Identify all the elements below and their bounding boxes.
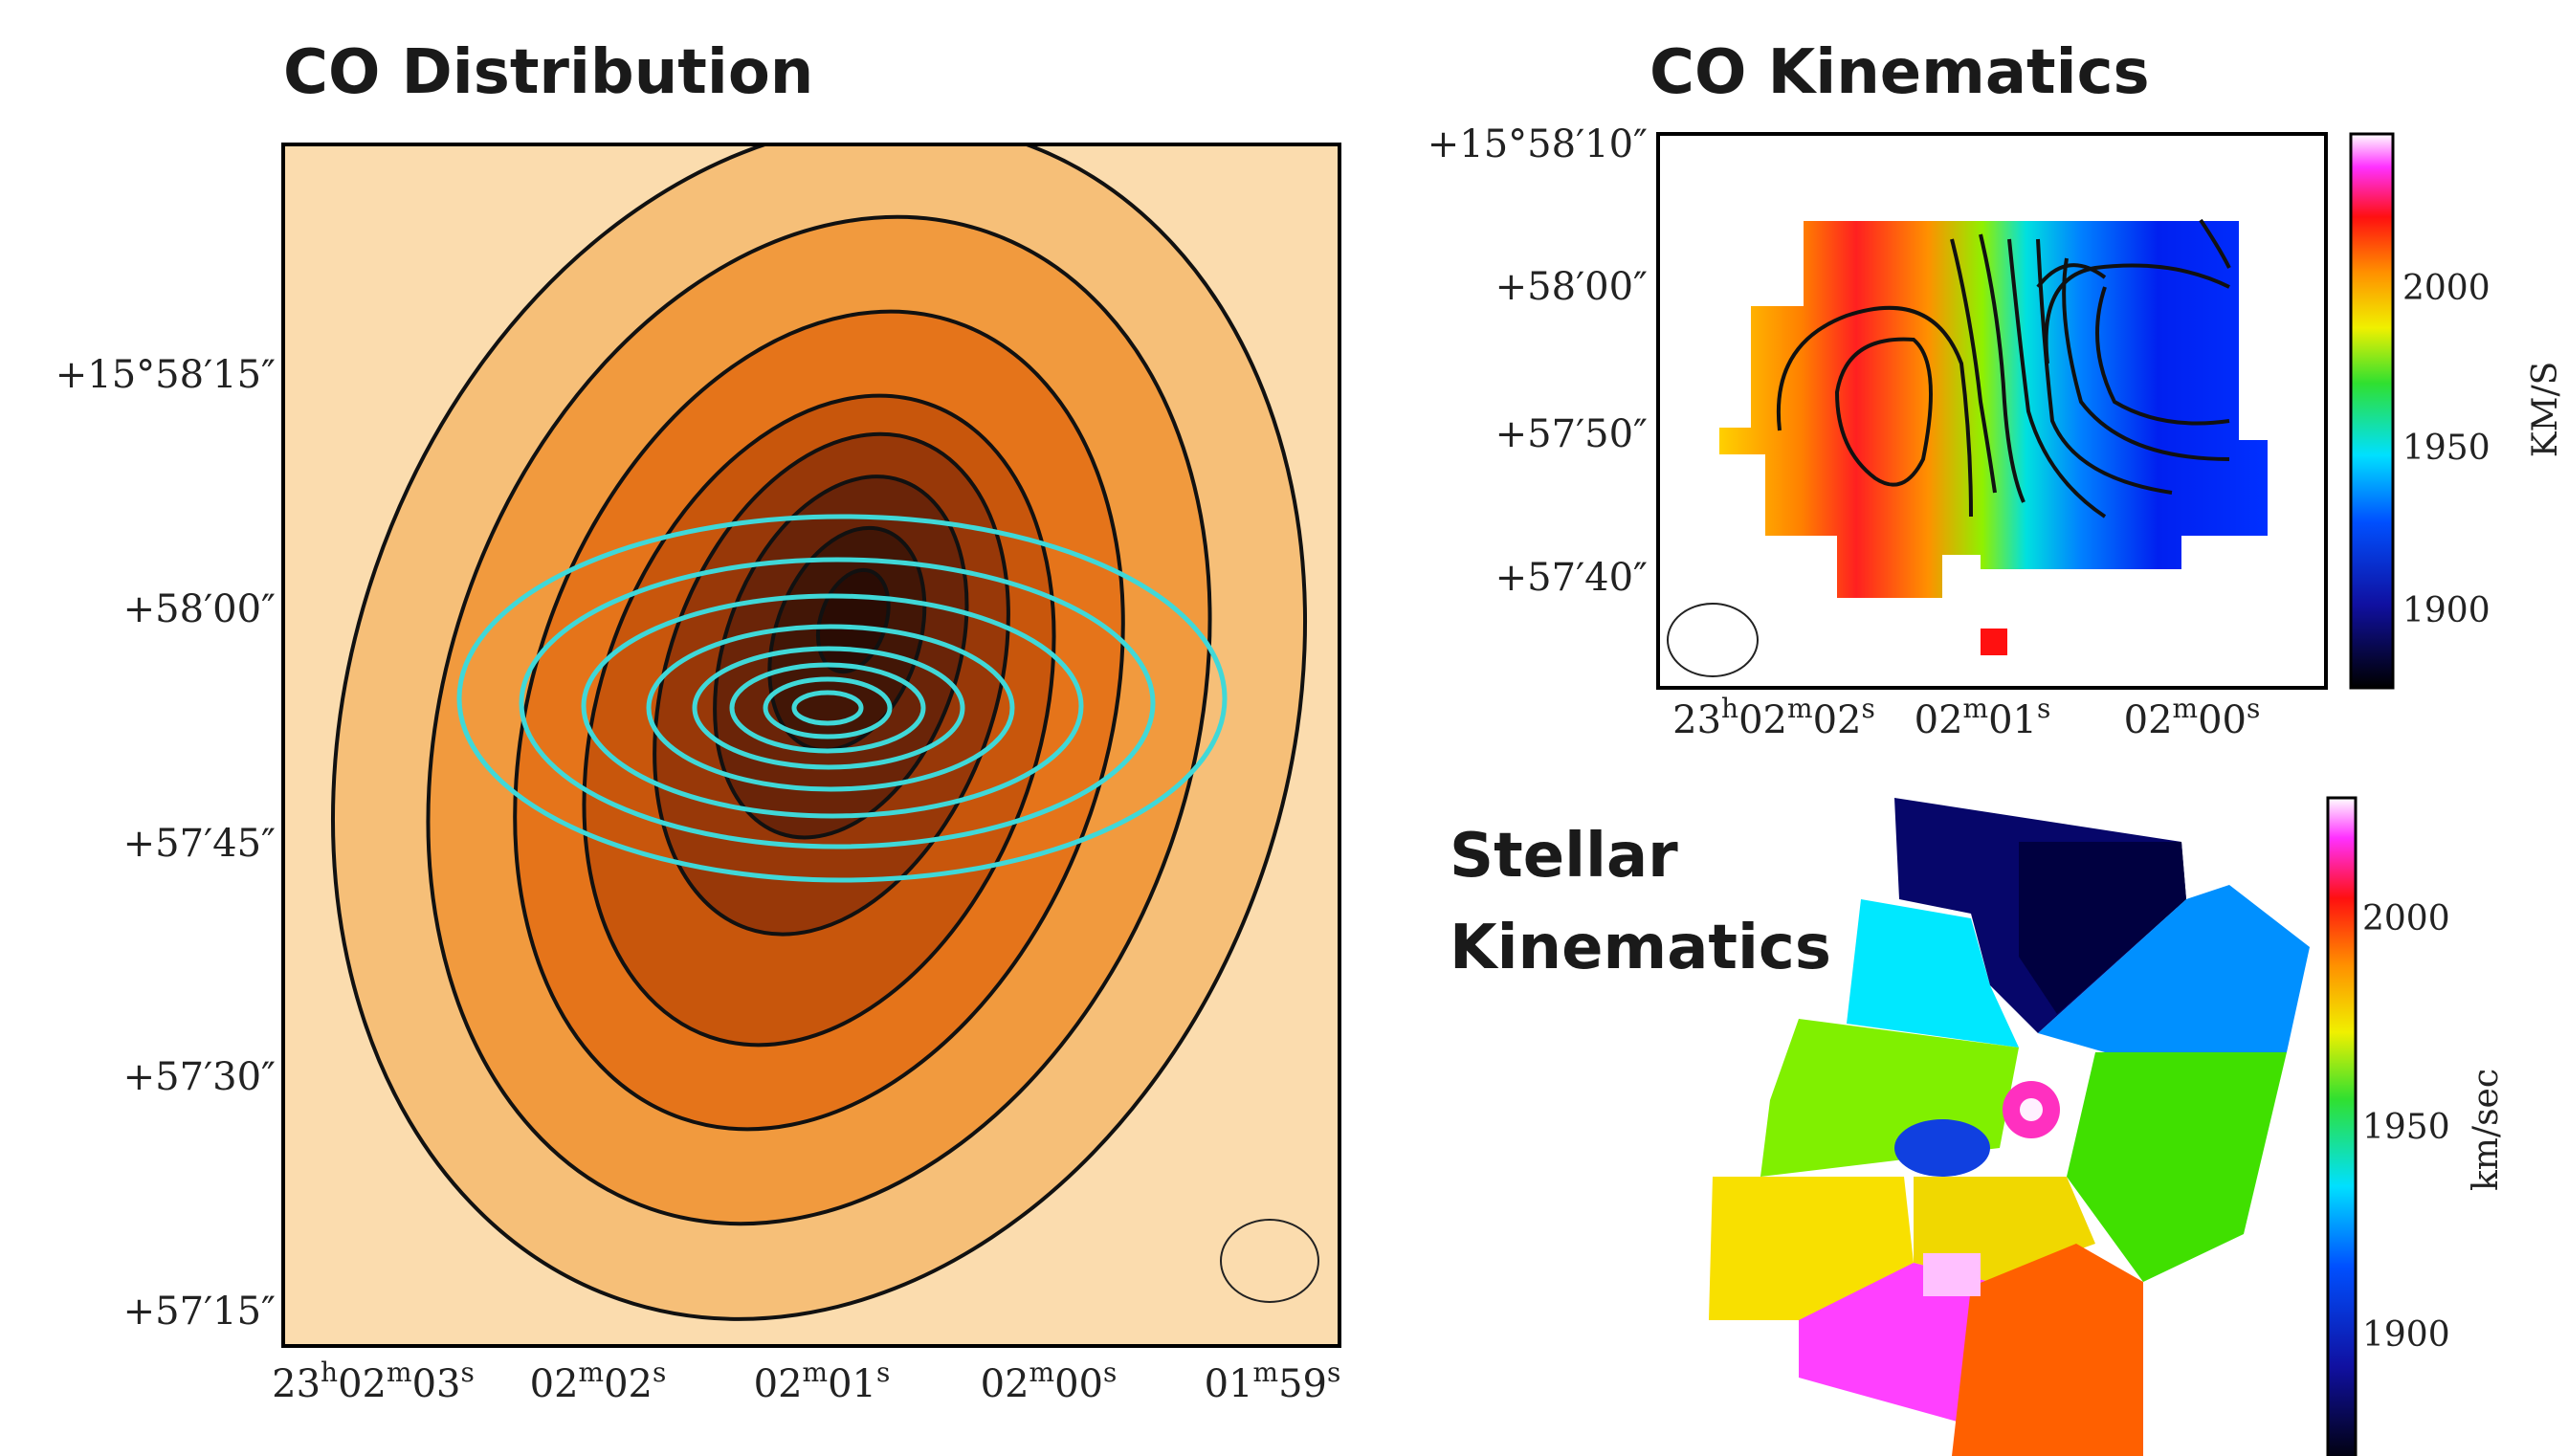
panel-title: CO Kinematics <box>1649 37 2150 108</box>
figure: CO Distribution +15°58′15″ +58′00″ +57′4… <box>0 0 2568 1456</box>
x-tick-label: 02m01s <box>754 1357 891 1407</box>
y-tick-label: +58′00″ <box>123 587 276 631</box>
y-tick-label: +15°58′15″ <box>55 353 276 397</box>
colorbar <box>2328 798 2356 1456</box>
colorbar <box>2351 134 2393 688</box>
x-tick-label: 02m02s <box>530 1357 667 1407</box>
y-tick-label: +57′30″ <box>123 1055 276 1099</box>
x-tick-label: 02m00s <box>2124 693 2261 743</box>
colorbar-label: KM/S <box>2526 362 2565 458</box>
x-tick-label: 23h02m02s <box>1672 693 1875 743</box>
colorbar-tick-label: 1950 <box>2362 1108 2450 1147</box>
y-tick-label: +57′15″ <box>123 1290 276 1334</box>
colorbar-tick-label: 1900 <box>2362 1315 2450 1355</box>
y-tick-label: +57′50″ <box>1495 412 1648 456</box>
colorbar-tick-label: 2000 <box>2402 269 2491 308</box>
panel-title: Kinematics <box>1450 913 1831 983</box>
y-tick-label: +58′00″ <box>1495 265 1648 309</box>
colorbar-label: km/sec <box>2467 1069 2506 1191</box>
colorbar-tick-label: 1950 <box>2402 429 2491 468</box>
stellar-map <box>1709 798 2310 1456</box>
colorbar-tick-label: 2000 <box>2362 899 2450 938</box>
x-tick-label: 02m01s <box>1915 693 2051 743</box>
co-map <box>176 0 1461 1452</box>
velocity-map <box>1668 220 2268 676</box>
x-tick-label: 02m00s <box>981 1357 1118 1407</box>
colorbar-tick-label: 1900 <box>2402 591 2491 630</box>
panel-title: Stellar <box>1450 821 1678 892</box>
panel-title: CO Distribution <box>283 37 813 108</box>
x-tick-label: 01m59s <box>1205 1357 1341 1407</box>
y-tick-label: +15°58′10″ <box>1428 122 1648 166</box>
x-tick-label: 23h02m03s <box>272 1357 475 1407</box>
y-tick-label: +57′45″ <box>123 822 276 866</box>
y-tick-label: +57′40″ <box>1495 556 1648 600</box>
